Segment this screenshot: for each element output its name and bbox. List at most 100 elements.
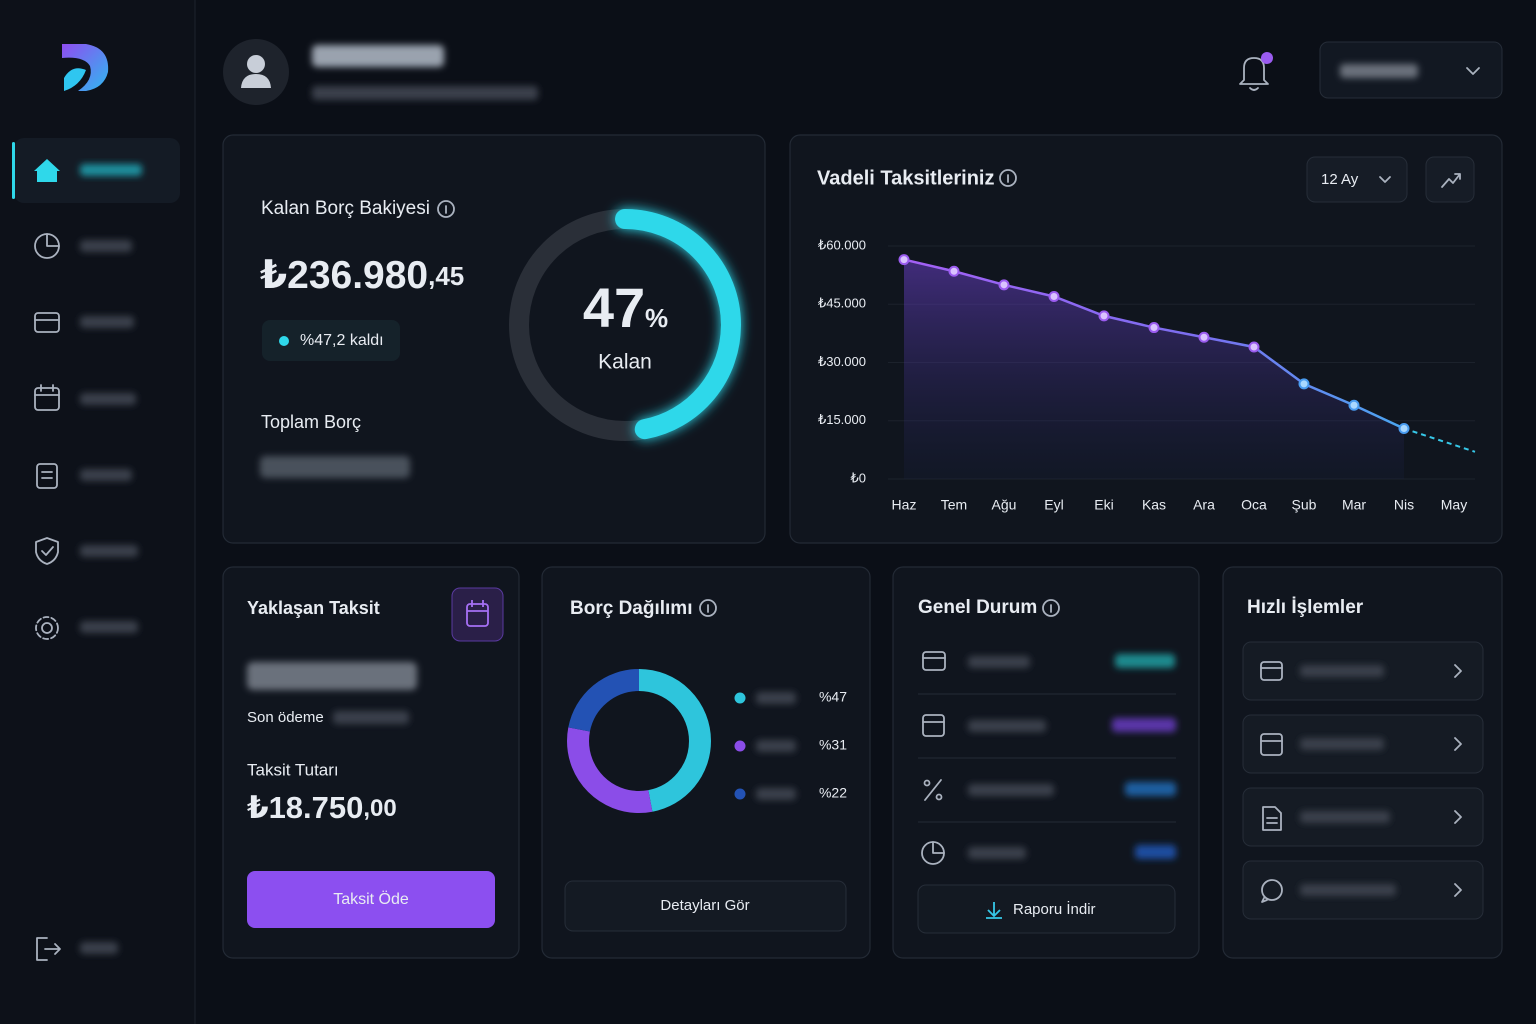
badge-text: %47,2 kaldı [300, 332, 384, 349]
donut-segment [567, 669, 711, 813]
amount-label: Taksit Tutarı [247, 760, 339, 779]
upcoming-title: Yaklaşan Taksit [247, 598, 380, 618]
period-select[interactable] [1306, 156, 1408, 203]
gauge-unit: % [645, 303, 668, 333]
y-tick-label: ₺15.000 [818, 412, 866, 427]
status-title: Genel Durum [918, 597, 1037, 618]
x-tick-label: Ara [1193, 497, 1215, 513]
gauge [509, 209, 741, 441]
donut-chart: %47 %31 %22 [567, 669, 847, 813]
nav-indicator [12, 142, 15, 199]
pay-button-label: Taksit Öde [333, 890, 409, 908]
x-tick-label: Kas [1142, 497, 1166, 513]
badge [262, 320, 400, 361]
value-label: %47 [819, 689, 847, 705]
calendar-icon [466, 600, 489, 627]
legend-dot [734, 788, 746, 800]
legend-dot [734, 692, 746, 704]
balance-amount: ₺236.980,45 [260, 254, 464, 297]
point [1098, 310, 1110, 322]
nav-label [80, 164, 142, 176]
point [1048, 290, 1060, 302]
point [1298, 378, 1310, 390]
point [1148, 322, 1160, 334]
legend-label [756, 788, 796, 800]
value-label: %22 [819, 785, 847, 801]
info-icon[interactable] [1042, 599, 1060, 617]
chart-title: Vadeli Taksitleriniz [817, 167, 994, 189]
installment-amount: ₺18.750,00 [247, 790, 397, 825]
download-icon [986, 902, 1002, 919]
calendar-button[interactable] [451, 587, 504, 642]
notification-dot [1261, 52, 1273, 64]
report-button[interactable] [917, 884, 1176, 934]
status-icons [921, 651, 946, 865]
quick-labels [1300, 665, 1396, 896]
dropdown-label [1340, 64, 1418, 78]
point [948, 265, 960, 277]
area [904, 259, 1404, 479]
x-tick-label: May [1441, 497, 1467, 513]
total-label: Toplam Borç [261, 412, 361, 432]
donut-segment [567, 669, 711, 813]
point [998, 279, 1010, 291]
info-icon[interactable] [699, 599, 717, 617]
x-tick-label: Eki [1094, 497, 1113, 513]
point [1398, 423, 1410, 435]
due-label: Son ödeme [247, 709, 324, 726]
legend-label [756, 740, 796, 752]
amount-decimals: ,00 [363, 795, 396, 822]
home-icon[interactable] [34, 159, 60, 182]
balance-title: Kalan Borç Bakiyesi [261, 198, 430, 219]
gauge-arc [509, 209, 741, 441]
pay-button[interactable] [247, 871, 495, 928]
nav-labels [80, 240, 138, 954]
x-tick-label: Şub [1292, 497, 1317, 513]
y-tick-label: ₺0 [850, 470, 866, 485]
point [898, 254, 910, 266]
due-date [247, 662, 417, 690]
x-tick-label: Eyl [1044, 497, 1063, 513]
y-tick-label: ₺30.000 [818, 354, 866, 369]
y-tick-label: ₺45.000 [818, 296, 866, 311]
legend-label [756, 692, 796, 704]
badge-dot [279, 336, 289, 346]
user-email [312, 86, 538, 100]
x-tick-label: Tem [941, 497, 967, 513]
info-icon[interactable] [999, 169, 1017, 187]
trend-icon [1441, 173, 1461, 188]
quick-icons [1260, 661, 1462, 903]
report-button-label: Raporu İndir [1013, 900, 1096, 918]
legend-dot [734, 740, 746, 752]
bell[interactable] [1239, 57, 1269, 91]
avatar-icon [241, 55, 271, 88]
due-value [333, 711, 409, 724]
amount-decimals: ,45 [428, 261, 464, 291]
balance-card [222, 134, 766, 544]
logo [62, 44, 109, 91]
x-tick-label: Haz [892, 497, 917, 513]
quick-title: Hızlı İşlemler [1247, 597, 1364, 618]
x-tick-label: Oca [1241, 497, 1267, 513]
status-rows [918, 654, 1176, 859]
gauge-label: Kalan [598, 351, 652, 374]
forecast-line [1403, 427, 1476, 453]
total-value [260, 456, 410, 478]
details-button-label: Detayları Gör [660, 897, 749, 914]
y-tick-label: ₺60.000 [818, 237, 866, 252]
chevron [1379, 176, 1391, 183]
point [1348, 399, 1360, 411]
amount-main: ₺18.750 [247, 790, 363, 825]
nav-icons[interactable] [34, 233, 61, 961]
point [1198, 331, 1210, 343]
info-icon[interactable] [437, 200, 455, 218]
value-label: %31 [819, 737, 847, 753]
period-label: 12 Ay [1321, 171, 1359, 188]
chevron [1466, 67, 1480, 75]
details-button[interactable] [564, 880, 847, 932]
point [1248, 341, 1260, 353]
user-name [312, 45, 444, 67]
amount-main: ₺236.980 [260, 254, 428, 297]
gauge-value: 47 [583, 276, 645, 339]
